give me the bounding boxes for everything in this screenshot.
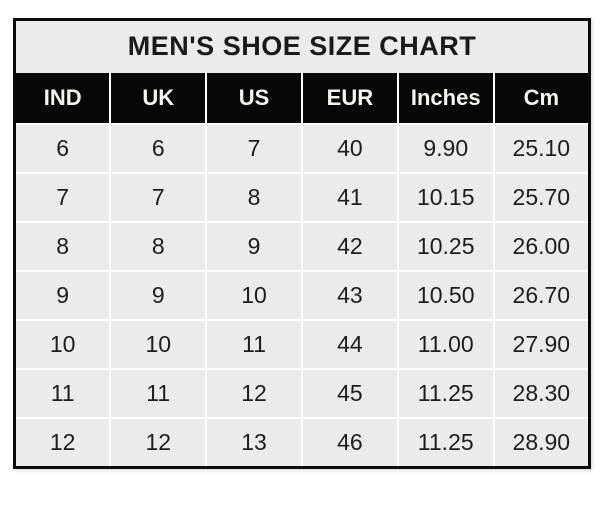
table-row: 11 11 12 45 11.25 28.30: [13, 368, 591, 419]
title-row: MEN'S SHOE SIZE CHART: [13, 18, 591, 73]
table-cell: 9: [205, 221, 303, 272]
table-cell: 11: [109, 368, 208, 419]
column-header-uk: UK: [109, 71, 208, 125]
table-row: 10 10 11 44 11.00 27.90: [13, 319, 591, 370]
table-cell: 12: [13, 417, 112, 469]
table-cell: 7: [109, 172, 208, 223]
table-cell: 11.25: [396, 417, 495, 469]
table-cell: 27.90: [492, 319, 591, 370]
table-cell: 10: [13, 319, 112, 370]
column-header-cm: Cm: [492, 71, 591, 125]
table-cell: 13: [205, 417, 303, 469]
table-cell: 41: [300, 172, 399, 223]
table-cell: 9: [109, 270, 208, 321]
table-cell: 40: [300, 123, 399, 174]
table-cell: 11.25: [396, 368, 495, 419]
table-cell: 45: [300, 368, 399, 419]
table-row: 6 6 7 40 9.90 25.10: [13, 123, 591, 174]
table-cell: 10.15: [396, 172, 495, 223]
table-cell: 6: [13, 123, 112, 174]
table-cell: 25.10: [492, 123, 591, 174]
table-cell: 10.50: [396, 270, 495, 321]
table-cell: 26.70: [492, 270, 591, 321]
table-body: 6 6 7 40 9.90 25.10 7 7 8 41 10.15 25.70 8 8 9 42 10.25 2…: [13, 123, 591, 469]
table-cell: 10.25: [396, 221, 495, 272]
chart-title: MEN'S SHOE SIZE CHART: [13, 18, 591, 73]
column-header-us: US: [205, 71, 303, 125]
table-cell: 9.90: [396, 123, 495, 174]
shoe-size-chart-table: MEN'S SHOE SIZE CHART IND UK US EUR Inches Cm…: [13, 18, 591, 469]
table-cell: 28.30: [492, 368, 591, 419]
table-row: 9 9 10 43 10.50 26.70: [13, 270, 591, 321]
column-header-eur: EUR: [300, 71, 399, 125]
table-row: 12 12 13 46 11.25 28.90: [13, 417, 591, 469]
table-cell: 25.70: [492, 172, 591, 223]
header-row: IND UK US EUR Inches Cm: [13, 71, 591, 125]
table-cell: 7: [205, 123, 303, 174]
table-cell: 8: [109, 221, 208, 272]
table-cell: 9: [13, 270, 112, 321]
table-cell: 10: [205, 270, 303, 321]
table-cell: 46: [300, 417, 399, 469]
table-head: MEN'S SHOE SIZE CHART IND UK US EUR Inches Cm: [13, 18, 591, 125]
table-row: 7 7 8 41 10.15 25.70: [13, 172, 591, 223]
table-cell: 6: [109, 123, 208, 174]
table-cell: 43: [300, 270, 399, 321]
table-cell: 11: [205, 319, 303, 370]
column-header-inches: Inches: [396, 71, 495, 125]
table-cell: 7: [13, 172, 112, 223]
table-cell: 26.00: [492, 221, 591, 272]
table-row: 8 8 9 42 10.25 26.00: [13, 221, 591, 272]
column-header-ind: IND: [13, 71, 112, 125]
table-cell: 12: [205, 368, 303, 419]
table-cell: 11.00: [396, 319, 495, 370]
table-cell: 44: [300, 319, 399, 370]
table-cell: 28.90: [492, 417, 591, 469]
table-cell: 12: [109, 417, 208, 469]
table-cell: 8: [205, 172, 303, 223]
table-cell: 8: [13, 221, 112, 272]
table-cell: 42: [300, 221, 399, 272]
table-cell: 11: [13, 368, 112, 419]
table-cell: 10: [109, 319, 208, 370]
